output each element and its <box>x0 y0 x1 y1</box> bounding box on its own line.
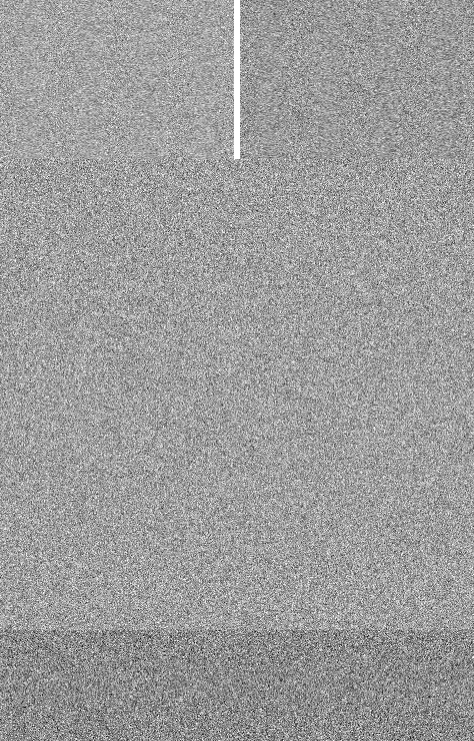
Text: C: C <box>9 172 24 191</box>
Text: A: A <box>9 19 25 38</box>
Text: B: B <box>244 19 259 38</box>
Text: D: D <box>9 636 26 655</box>
